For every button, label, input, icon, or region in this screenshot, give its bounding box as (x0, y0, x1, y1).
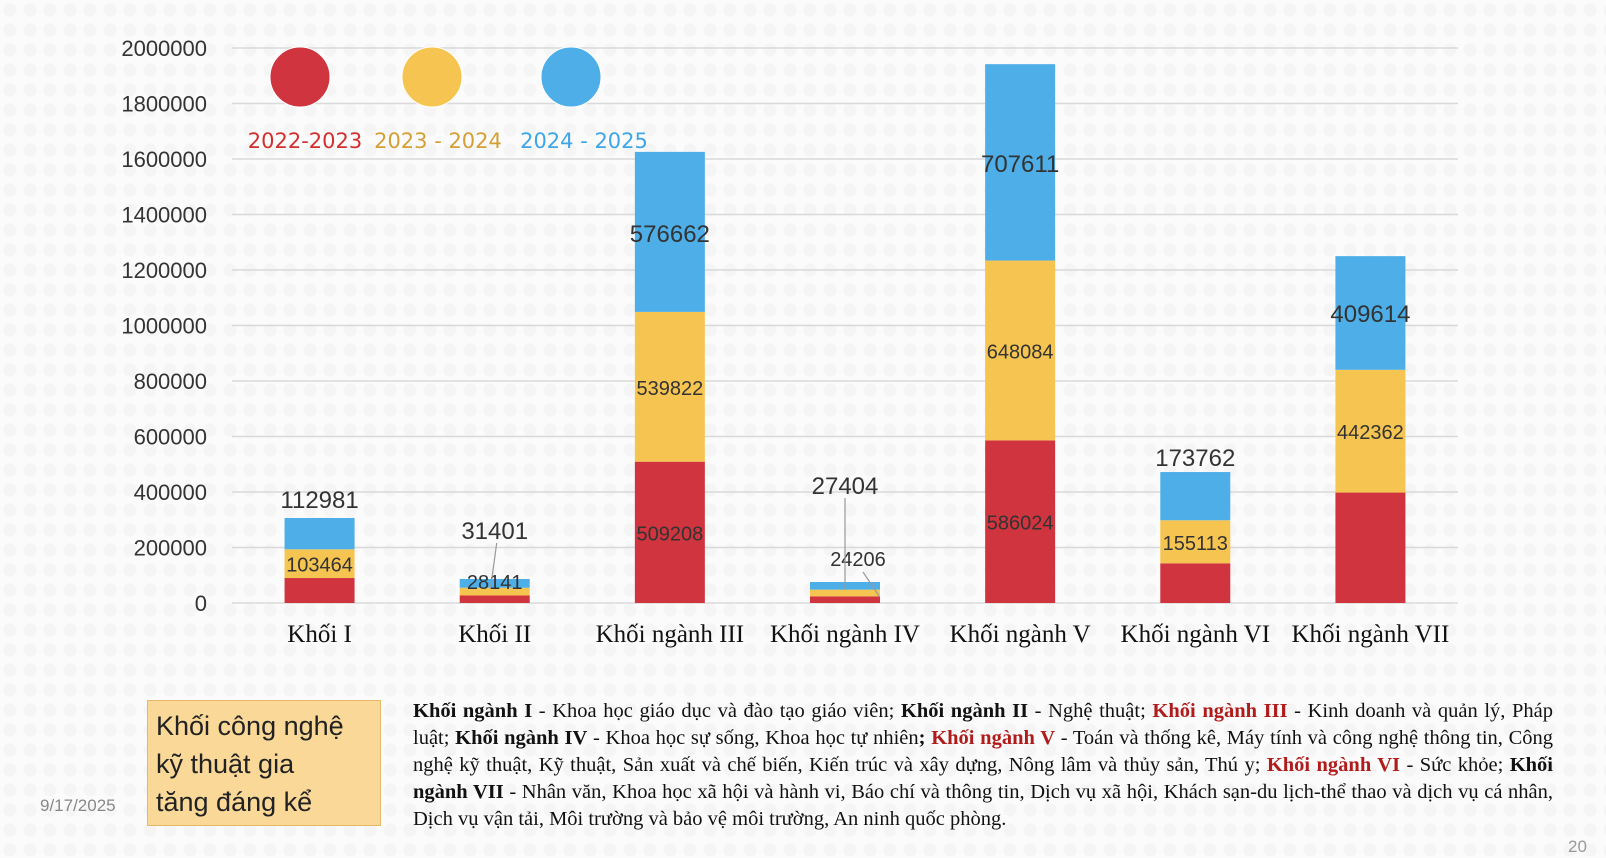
y-tick-label: 1200000 (121, 258, 207, 283)
category-text: - Kinh doanh và quản lý, Pháp luật; (413, 700, 1554, 749)
bar-segment-2 (634, 151, 705, 312)
category-name: Khối ngành III (1152, 700, 1288, 722)
data-label: 24206 (830, 549, 886, 571)
bar-segment-1 (1335, 369, 1406, 493)
category-name: Khối ngành IV (455, 727, 588, 749)
bar-segment-1 (459, 587, 530, 596)
y-tick-label: 1800000 (121, 92, 207, 117)
x-tick-label: Khối ngành V (950, 621, 1091, 648)
data-label: 707611 (981, 151, 1059, 178)
data-label: 173762 (1155, 445, 1235, 472)
x-tick-label: Khối ngành VII (1291, 621, 1449, 648)
slide-number: 20 (1568, 837, 1587, 856)
note-line: tăng đáng kể (156, 787, 313, 817)
leader-line (862, 571, 880, 597)
category-text: - Khoa học sự sống, Khoa học tự nhiên (587, 727, 919, 749)
data-label: 648084 (987, 341, 1054, 363)
x-tick-label: Khối ngành III (596, 621, 745, 648)
data-label: 103464 (286, 555, 353, 577)
category-name: Khối ngành II (900, 700, 1029, 722)
bar-segment-1 (1160, 520, 1231, 564)
y-tick-label: 800000 (134, 369, 207, 394)
bar-segment-2 (459, 578, 530, 588)
category-text: - Nghệ thuật; (1028, 700, 1153, 722)
highlight-note: Khối công nghệ kỹ thuật gia tăng đáng kể (147, 700, 381, 826)
y-tick-label: 200000 (134, 536, 207, 561)
bar-segment-0 (985, 440, 1056, 603)
category-name: Khối ngành V (931, 727, 1055, 749)
bar-segment-0 (284, 578, 355, 603)
data-label: 539822 (636, 378, 703, 400)
y-tick-label: 600000 (134, 425, 207, 450)
legend-label: 2024 - 2025 (520, 129, 648, 153)
bar-segment-2 (985, 64, 1056, 261)
bar-segment-1 (634, 311, 705, 462)
y-tick-label: 400000 (134, 480, 207, 505)
slide-date: 9/17/2025 (40, 796, 116, 815)
data-label: 31401 (461, 518, 528, 545)
data-label: 155113 (1163, 533, 1228, 555)
bar-segment-2 (1335, 256, 1406, 370)
category-description: Khối ngành I - Khoa học giáo dục và đào … (413, 700, 1554, 830)
bar-segment-0 (810, 596, 880, 603)
data-label: 576662 (630, 221, 710, 248)
leader-line (490, 542, 498, 588)
category-text: - Toán và thống kê, Máy tính và công ngh… (413, 727, 1554, 776)
category-text: - Sức khỏe; (1400, 754, 1510, 776)
data-label: 442362 (1337, 422, 1404, 444)
x-tick-label: Khối ngành VI (1121, 621, 1271, 648)
bar-segment-0 (459, 595, 530, 603)
x-tick-label: Khối II (458, 621, 531, 648)
category-text: - Nhân văn, Khoa học xã hội và hành vi, … (413, 781, 1554, 830)
legend-marker-1 (401, 46, 463, 108)
stacked-bar-chart: 0 200000 400000 600000 800000 1000000 1200000 1… (121, 36, 1458, 648)
data-label: 112981 (280, 487, 358, 514)
bar-segment-1 (985, 260, 1056, 441)
bar-segment-0 (1335, 492, 1406, 603)
category-name: Khối ngành VII (413, 754, 1553, 803)
note-line: kỹ thuật gia (156, 749, 295, 779)
data-label: 509208 (636, 523, 703, 545)
legend-marker-0 (269, 46, 331, 108)
y-tick-label: 1400000 (121, 203, 207, 228)
x-tick-label: Khối I (287, 621, 352, 648)
category-name: Khối ngành I (413, 700, 533, 722)
legend-label: 2022-2023 (248, 129, 362, 153)
bar-segment-2 (1160, 472, 1231, 521)
data-label: 586024 (987, 513, 1054, 535)
legend-label: 2023 - 2024 (374, 129, 502, 153)
note-line: Khối công nghệ (156, 711, 344, 741)
category-name: Khối ngành VI (1266, 754, 1401, 776)
legend-marker-2 (540, 46, 602, 108)
category-text: - Khoa học giáo dục và đào tạo giáo viên… (532, 700, 901, 722)
data-label: 409614 (1330, 301, 1410, 328)
bar-segment-1 (284, 549, 355, 579)
bar-segment-0 (634, 461, 705, 603)
data-label: 28141 (467, 572, 523, 594)
bar-segment-1 (810, 589, 880, 597)
y-tick-label: 0 (195, 591, 207, 616)
y-tick-label: 1000000 (121, 314, 207, 339)
y-tick-label: 1600000 (121, 147, 207, 172)
data-label: 27404 (812, 473, 879, 500)
bar-segment-0 (1160, 563, 1231, 603)
x-tick-label: Khối ngành IV (770, 621, 920, 648)
bar-segment-2 (284, 517, 355, 550)
y-tick-label: 2000000 (121, 36, 207, 61)
